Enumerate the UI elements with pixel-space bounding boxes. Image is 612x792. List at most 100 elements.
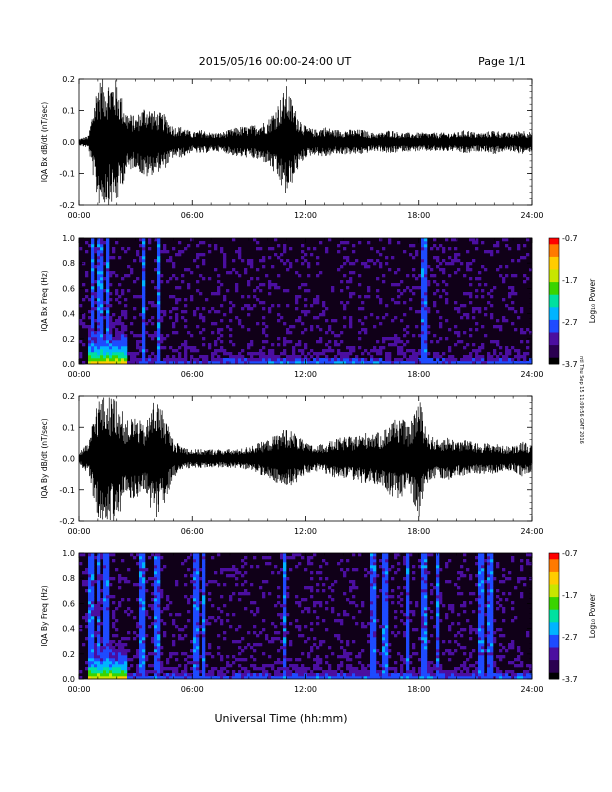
spectrogram-cell [265,361,269,365]
spectrogram-cell [142,277,146,281]
spectrogram-cell [385,592,389,596]
spectrogram-cell [310,649,314,653]
spectrogram-cell [193,631,197,635]
spectrogram-cell [388,343,392,347]
spectrogram-cell [262,340,266,344]
spectrogram-cell [424,676,428,680]
spectrogram-cell [172,643,176,647]
spectrogram-cell [91,259,95,263]
spectrogram-cell [250,676,254,680]
spectrogram-cell [82,553,86,557]
spectrogram-cell [421,307,425,311]
spectrogram-cell [451,262,455,266]
spectrogram-cell [157,256,161,260]
spectrogram-cell [478,625,482,629]
spectrogram-cell [274,565,278,569]
spectrogram-cell [196,358,200,362]
spectrogram-cell [97,673,101,677]
spectrogram-cell [163,337,167,341]
spectrogram-cell [511,301,515,305]
spectrogram-cell [397,283,401,287]
spectrogram-cell [439,322,443,326]
spectrogram-cell [343,676,347,680]
spectrogram-cell [517,349,521,353]
spectrogram-cell [340,646,344,650]
spectrogram-cell [448,355,452,359]
spectrogram-cell [403,676,407,680]
spectrogram-cell [112,247,116,251]
spectrogram-cell [298,319,302,323]
spectrogram-cell [475,295,479,299]
spectrogram-cell [100,649,104,653]
spectrogram-cell [424,553,428,557]
spectrogram-cell [142,667,146,671]
spectrogram-cell [91,301,95,305]
spectrogram-cell [358,652,362,656]
colorbar-segment [549,338,559,342]
spectrogram-cell [487,652,491,656]
spectrogram-cell [106,652,110,656]
spectrogram-cell [133,361,137,365]
spectrogram-cell [523,670,527,674]
spectrogram-cell [412,361,416,365]
spectrogram-cell [376,316,380,320]
spectrogram-cell [151,670,155,674]
spectrogram-cell [232,613,236,617]
spectrogram-cell [487,601,491,605]
spectrogram-cell [187,601,191,605]
spectrogram-cell [283,640,287,644]
spectrogram-cell [370,568,374,572]
spectrogram-cell [385,562,389,566]
spectrogram-cell [373,616,377,620]
spectrogram-cell [295,565,299,569]
spectrogram-cell [409,355,413,359]
spectrogram-cell [367,634,371,638]
spectrogram-cell [379,676,383,680]
colorbar-segment [549,328,559,331]
spectrogram-cell [328,325,332,329]
spectrogram-cell [490,607,494,611]
spectrogram-cell [322,640,326,644]
spectrogram-cell [100,268,104,272]
spectrogram-cell [508,643,512,647]
spectrogram-cell [154,643,158,647]
spectrogram-cell [238,355,242,359]
spectrogram-cell [103,673,107,677]
spectrogram-cell [280,640,284,644]
spectrogram-cell [499,358,503,362]
spectrogram-cell [151,334,155,338]
spectrogram-cell [250,262,254,266]
spectrogram-cell [133,583,137,587]
spectrogram-cell [358,358,362,362]
spectrogram-cell [214,361,218,365]
spectrogram-cell [103,676,107,680]
spectrogram-cell [403,343,407,347]
spectrogram-cell [286,259,290,263]
spectrogram-cell [367,676,371,680]
spectrogram-cell [118,352,122,356]
spectrogram-cell [295,619,299,623]
spectrogram-cell [283,652,287,656]
spectrogram-cell [325,319,329,323]
spectrogram-cell [397,631,401,635]
spectrogram-cell [106,259,110,263]
spectrogram-cell [427,670,431,674]
spectrogram-cell [139,559,143,563]
spectrogram-cell [202,643,206,647]
spectrogram-cell [301,664,305,668]
spectrogram-cell [430,667,434,671]
spectrogram-cell [514,616,518,620]
spectrogram-cell [346,652,350,656]
spectrogram-cell [382,631,386,635]
spectrogram-cell [157,238,161,242]
spectrogram-cell [163,358,167,362]
spectrogram-cell [478,565,482,569]
spectrogram-cell [373,583,377,587]
spectrogram-cell [268,673,272,677]
spectrogram-cell [118,346,122,350]
spectrogram-cell [508,592,512,596]
spectrogram-cell [340,358,344,362]
spectrogram-cell [127,613,131,617]
spectrogram-cell [274,676,278,680]
spectrogram-cell [88,580,92,584]
